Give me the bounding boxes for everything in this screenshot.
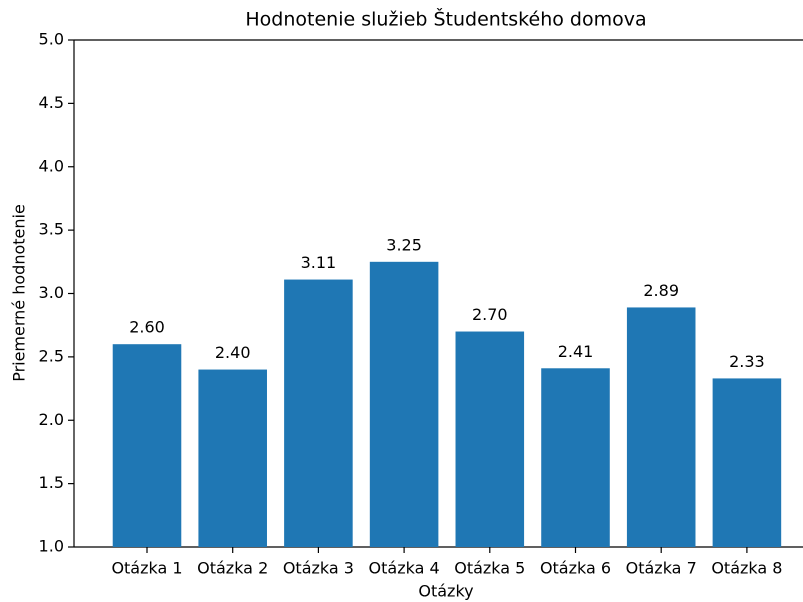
y-axis-label: Priemerné hodnotenie (10, 204, 29, 382)
data-label: 2.41 (558, 342, 594, 361)
y-tick-label: 3.5 (39, 220, 64, 239)
x-tick-label: Otázka 2 (197, 559, 268, 578)
chart-title: Hodnotenie služieb Študentského domova (245, 7, 646, 31)
data-label: 2.70 (472, 305, 508, 324)
x-tick-label: Otázka 7 (626, 559, 697, 578)
x-tick-label: Otázka 3 (283, 559, 354, 578)
data-label: 3.25 (386, 235, 422, 254)
bar (541, 368, 610, 547)
x-tick-label: Otázka 1 (111, 559, 182, 578)
y-tick-label: 4.0 (39, 156, 64, 175)
y-tick-label: 4.5 (39, 93, 64, 112)
data-label: 2.40 (215, 343, 251, 362)
data-label: 2.60 (129, 318, 165, 337)
y-tick-label: 5.0 (39, 30, 64, 49)
x-tick-label: Otázka 4 (369, 559, 440, 578)
y-tick-label: 1.0 (39, 537, 64, 556)
data-label: 2.33 (729, 352, 765, 371)
x-tick-label: Otázka 5 (454, 559, 525, 578)
x-tick-label: Otázka 6 (540, 559, 611, 578)
data-label: 3.11 (301, 253, 337, 272)
bar (455, 331, 525, 547)
bar (284, 279, 353, 547)
bar (626, 307, 696, 547)
x-axis-label: Otázky (418, 582, 473, 601)
data-label: 2.89 (643, 281, 679, 300)
y-tick-label: 2.0 (39, 410, 64, 429)
bar (369, 261, 439, 547)
y-tick-label: 2.5 (39, 346, 64, 365)
y-tick-label: 1.5 (39, 473, 64, 492)
bar (198, 369, 267, 547)
x-tick-label: Otázka 8 (711, 559, 782, 578)
bar (112, 344, 182, 547)
y-tick-label: 3.0 (39, 283, 64, 302)
bar (712, 378, 782, 547)
